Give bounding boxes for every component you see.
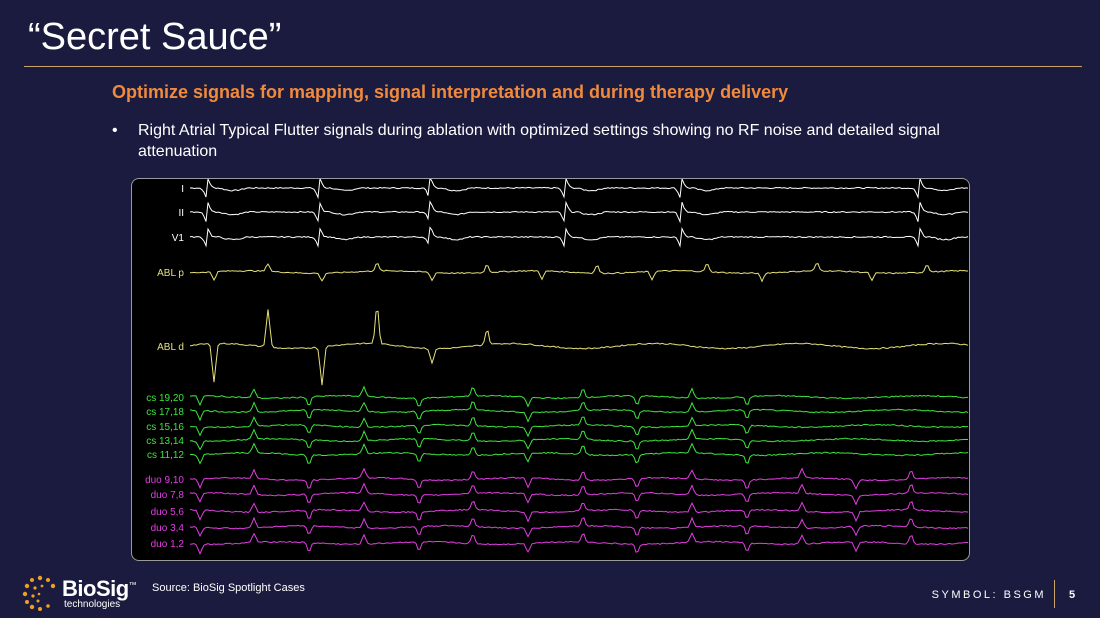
channel-label: V1 [172,233,185,244]
logo-mark-icon [22,575,56,611]
ticker-symbol: SYMBOL: BSGM [931,589,1046,601]
channel-trace [189,442,969,465]
channel-label: ABL p [157,268,184,279]
channel-label: duo 3,4 [151,523,185,534]
channel-label: II [178,208,184,219]
bullet-item: • Right Atrial Typical Flutter signals d… [112,120,952,162]
logo-subtitle: technologies [64,599,121,610]
channel-trace [189,500,969,523]
channel-trace [189,428,969,451]
channel-trace [189,467,969,491]
channel-label: cs 19,20 [146,393,184,404]
slide-subtitle: Optimize signals for mapping, signal int… [112,82,789,102]
channel-label: duo 9,10 [145,475,184,486]
title-divider [24,66,1082,67]
channel-label: cs 11,12 [147,450,184,461]
footer-divider [1054,580,1055,608]
channel-trace [189,200,969,224]
channel-label: cs 15,16 [146,422,184,433]
channel-label: duo 5,6 [151,507,185,518]
channel-label: cs 13,14 [146,436,184,447]
channel-trace [189,179,969,200]
bullet-marker: • [112,122,118,139]
channel-trace [189,226,969,248]
channel-label: duo 7,8 [151,490,185,501]
channel-trace [189,309,969,386]
channel-label: I [181,184,184,195]
channel-trace [190,415,969,438]
electrogram-recording: I II V1 ABL p ABL d cs 19,20 cs 17,18 cs 15,16 c… [131,178,970,561]
channel-label: cs 17,18 [146,407,184,418]
channel-trace [189,482,969,506]
channel-trace [189,263,968,283]
channel-trace [189,385,969,408]
source-note: Source: BioSig Spotlight Cases [152,582,305,594]
bullet-text: Right Atrial Typical Flutter signals dur… [138,122,940,160]
channel-trace [189,401,969,423]
logo-name: BioSig™ [62,576,137,601]
channel-trace [189,516,969,538]
channel-trace [189,532,969,555]
channel-label: duo 1,2 [151,539,185,550]
page-number: 5 [1069,589,1076,601]
biosig-logo: BioSig™ technologies [20,574,140,612]
slide-title: “Secret Sauce” [28,16,282,58]
channel-label: ABL d [157,342,184,353]
